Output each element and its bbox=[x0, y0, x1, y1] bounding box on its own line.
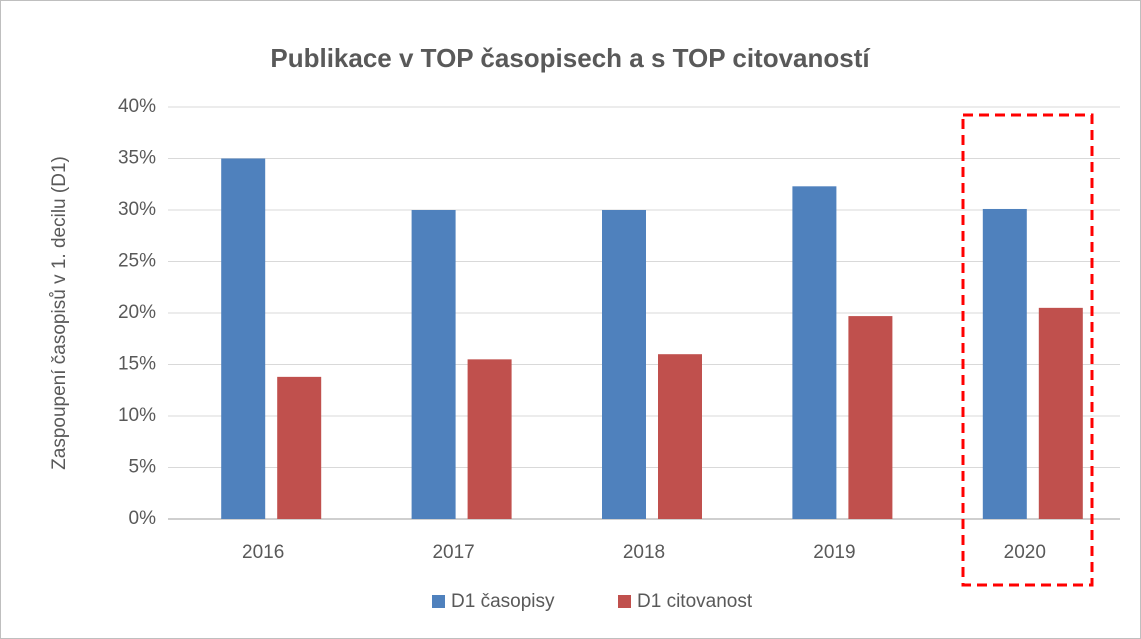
bar bbox=[467, 359, 512, 519]
legend-swatch bbox=[432, 595, 445, 608]
bar bbox=[658, 354, 702, 519]
legend-label: D1 citovanost bbox=[637, 591, 753, 612]
y-tick-label: 20% bbox=[118, 302, 156, 323]
highlight-box bbox=[961, 113, 1094, 587]
bar bbox=[411, 210, 456, 519]
y-tick-label: 25% bbox=[118, 251, 156, 272]
y-tick-label: 10% bbox=[118, 405, 156, 426]
bar bbox=[848, 316, 893, 519]
y-tick-label: 15% bbox=[118, 354, 156, 375]
bar bbox=[602, 210, 646, 519]
y-tick-label: 40% bbox=[118, 96, 156, 117]
y-tick-label: 30% bbox=[118, 199, 156, 220]
y-axis-label: Zaspoupení časopisů v 1. decilu (D1) bbox=[49, 156, 70, 470]
y-tick-label: 0% bbox=[129, 508, 157, 529]
bar bbox=[982, 208, 1027, 519]
bar bbox=[792, 186, 837, 519]
x-tick-label: 2018 bbox=[623, 542, 665, 563]
chart-title: Publikace v TOP časopisech a s TOP citov… bbox=[270, 43, 870, 73]
y-tick-label: 5% bbox=[129, 457, 157, 478]
y-tick-label: 35% bbox=[118, 148, 156, 169]
legend-swatch bbox=[618, 595, 631, 608]
x-tick-label: 2019 bbox=[813, 542, 855, 563]
legend-label: D1 časopisy bbox=[451, 591, 555, 612]
x-tick-label: 2020 bbox=[1004, 542, 1046, 563]
x-tick-label: 2017 bbox=[432, 542, 474, 563]
bar bbox=[1038, 307, 1083, 519]
x-tick-label: 2016 bbox=[242, 542, 284, 563]
bar bbox=[221, 158, 266, 519]
bar bbox=[277, 376, 322, 519]
